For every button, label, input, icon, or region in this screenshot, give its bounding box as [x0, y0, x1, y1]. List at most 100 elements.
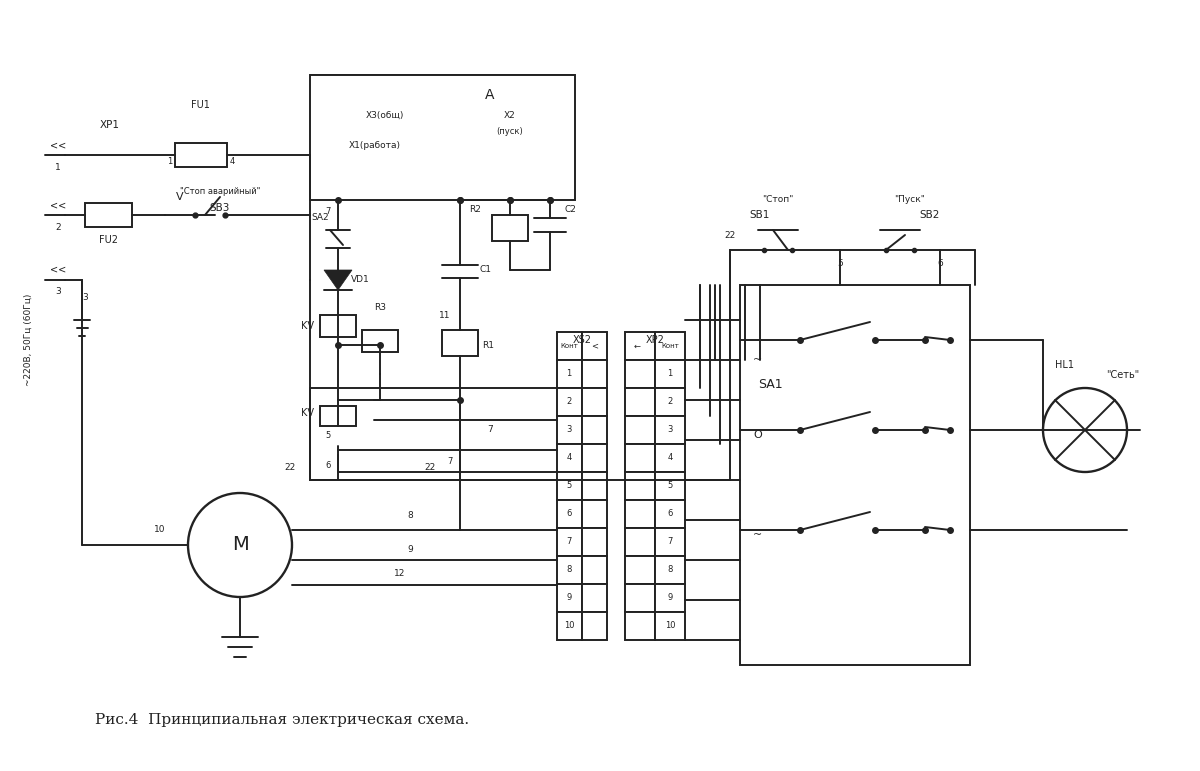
Bar	[557, 332, 582, 360]
Text: Рис.4  Принципиальная электрическая схема.: Рис.4 Принципиальная электрическая схема…	[95, 713, 469, 727]
Text: R1: R1	[482, 341, 494, 349]
Bar	[362, 330, 398, 352]
Polygon shape	[324, 270, 352, 290]
Text: R2: R2	[469, 206, 481, 214]
Text: R3: R3	[374, 304, 386, 312]
Bar	[625, 360, 655, 388]
Bar	[655, 528, 685, 556]
Text: 22: 22	[425, 463, 436, 473]
Text: 6: 6	[937, 260, 943, 268]
Bar	[310, 75, 575, 200]
Bar	[625, 416, 655, 444]
Text: ~: ~	[754, 530, 763, 540]
Text: ХР2: ХР2	[646, 335, 665, 345]
Bar	[557, 528, 582, 556]
Text: 8: 8	[566, 565, 571, 574]
Text: 6: 6	[667, 510, 673, 519]
Text: SA2: SA2	[311, 214, 329, 223]
Text: 10: 10	[155, 526, 166, 534]
Bar	[557, 360, 582, 388]
Text: 10: 10	[665, 621, 676, 631]
Bar	[557, 416, 582, 444]
Text: ~: ~	[754, 355, 763, 365]
Bar	[582, 332, 607, 360]
Text: 1: 1	[566, 369, 571, 379]
Bar	[582, 612, 607, 640]
Bar	[557, 500, 582, 528]
Bar	[582, 416, 607, 444]
Text: HL1: HL1	[1056, 360, 1074, 370]
Bar	[655, 332, 685, 360]
Bar	[625, 612, 655, 640]
Bar	[557, 584, 582, 612]
Text: KV: KV	[301, 408, 314, 418]
Text: <<: <<	[50, 265, 66, 275]
Text: <: <	[592, 342, 599, 351]
Text: <<: <<	[50, 140, 66, 150]
Bar	[85, 203, 132, 227]
Bar	[582, 528, 607, 556]
Text: 2: 2	[55, 223, 61, 231]
Bar	[655, 388, 685, 416]
Text: 7: 7	[448, 457, 452, 466]
Bar	[655, 612, 685, 640]
Bar	[492, 215, 528, 241]
Text: SB2: SB2	[920, 210, 940, 220]
Text: М: М	[232, 536, 248, 554]
Bar	[320, 406, 356, 426]
Bar	[655, 584, 685, 612]
Text: 3: 3	[566, 426, 571, 435]
Bar	[557, 612, 582, 640]
Text: А: А	[485, 88, 494, 102]
Bar	[625, 528, 655, 556]
Text: "Сеть": "Сеть"	[1106, 370, 1140, 380]
Bar	[557, 388, 582, 416]
Bar	[557, 472, 582, 500]
Text: 10: 10	[564, 621, 575, 631]
Bar	[625, 332, 655, 360]
Text: ←: ←	[634, 342, 641, 351]
Text: 5: 5	[325, 430, 331, 439]
Bar	[175, 143, 227, 167]
Text: Х1(работа): Х1(работа)	[349, 140, 401, 150]
Text: 3: 3	[82, 294, 88, 302]
Bar	[442, 330, 478, 356]
Text: 2: 2	[667, 398, 673, 406]
Text: "Стоп": "Стоп"	[762, 196, 793, 204]
Text: O: O	[754, 430, 762, 440]
Text: Х3(общ): Х3(общ)	[366, 110, 404, 120]
Text: 7: 7	[325, 207, 331, 217]
Text: 12: 12	[395, 568, 406, 577]
Bar	[655, 472, 685, 500]
Text: ХР1: ХР1	[100, 120, 120, 130]
Text: KV: KV	[301, 321, 314, 331]
Bar	[582, 584, 607, 612]
Text: 9: 9	[667, 594, 673, 602]
Bar	[582, 500, 607, 528]
Bar	[655, 500, 685, 528]
Text: 9: 9	[566, 594, 571, 602]
Text: "Пуск": "Пуск"	[894, 196, 925, 204]
Bar	[655, 416, 685, 444]
Bar	[655, 444, 685, 472]
Text: 3: 3	[55, 288, 61, 297]
Bar	[582, 556, 607, 584]
Bar	[557, 444, 582, 472]
Text: 5: 5	[566, 482, 571, 490]
Text: 2: 2	[566, 398, 571, 406]
Bar	[582, 444, 607, 472]
Text: 6: 6	[566, 510, 571, 519]
Text: 1: 1	[55, 163, 61, 171]
Bar	[625, 472, 655, 500]
Text: SA1: SA1	[757, 379, 782, 392]
Text: 8: 8	[667, 565, 673, 574]
Bar	[582, 472, 607, 500]
Text: ~220В, 50Гц (60Гц): ~220В, 50Гц (60Гц)	[24, 294, 32, 386]
Bar	[655, 556, 685, 584]
Text: "Стоп аварийный": "Стоп аварийный"	[180, 187, 260, 197]
Text: 5: 5	[667, 482, 673, 490]
Text: 4: 4	[667, 453, 673, 463]
Text: 4: 4	[229, 157, 235, 167]
Text: V: V	[176, 192, 184, 202]
Text: 3: 3	[667, 426, 673, 435]
